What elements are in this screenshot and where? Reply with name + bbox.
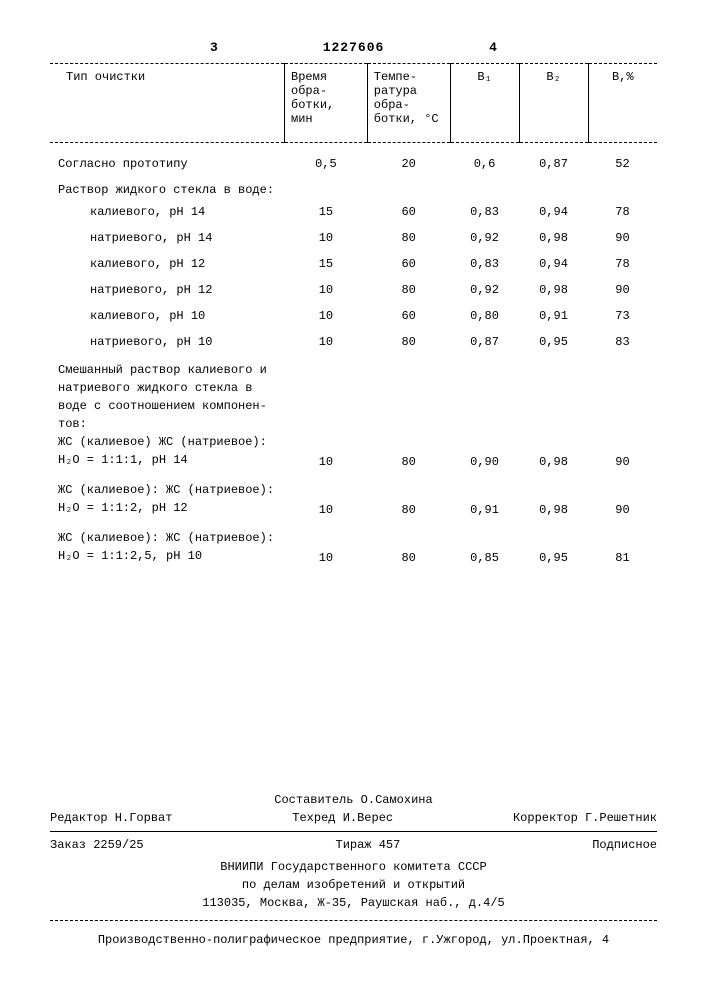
- table-row: калиевого, рН 1215600,830,9478: [50, 251, 657, 277]
- cell-c6: 90: [588, 277, 657, 303]
- main-table: Тип очистки Время обра-ботки, мин Темпе-…: [50, 63, 657, 571]
- institute-address: ВНИИПИ Государственного комитета СССР по…: [50, 854, 657, 916]
- cell-c4: 0,85: [450, 523, 519, 571]
- cell-type: калиевого, рН 12: [50, 251, 285, 277]
- sostavitel: Составитель О.Самохина: [252, 793, 454, 807]
- cell-c5: 0,91: [519, 303, 588, 329]
- cell-c5: 0,98: [519, 355, 588, 475]
- tehred: Техред И.Верес: [172, 811, 513, 825]
- cell-c4: 0,80: [450, 303, 519, 329]
- cell-c6: 78: [588, 251, 657, 277]
- cell-c5: 0,98: [519, 277, 588, 303]
- th-type: Тип очистки: [50, 64, 285, 143]
- section-label: Раствор жидкого стекла в воде:: [50, 177, 657, 199]
- table-row: натриевого, рН 1010800,870,9583: [50, 329, 657, 355]
- cell-c2: 0,5: [285, 151, 368, 177]
- addr2: по делам изобретений и открытий: [50, 876, 657, 894]
- th-b2: B₂: [519, 64, 588, 143]
- page-numbers: 3 1227606 4: [210, 40, 497, 55]
- cell-c5: 0,98: [519, 225, 588, 251]
- podpisnoe: Подписное: [592, 838, 657, 852]
- cell-c3: 80: [367, 329, 450, 355]
- cell-c5: 0,95: [519, 329, 588, 355]
- page-right: 4: [489, 40, 497, 55]
- table-row: ЖС (калиевое): ЖС (натриевое): H₂O = 1:1…: [50, 475, 657, 523]
- cell-c3: 60: [367, 251, 450, 277]
- doc-number: 1227606: [323, 40, 385, 55]
- th-time: Время обра-ботки, мин: [285, 64, 368, 143]
- cell-c4: 0,87: [450, 329, 519, 355]
- table-row: натриевого, рН 1410800,920,9890: [50, 225, 657, 251]
- cell-c3: 80: [367, 355, 450, 475]
- cell-c4: 0,91: [450, 475, 519, 523]
- cell-c6: 90: [588, 355, 657, 475]
- cell-c5: 0,94: [519, 199, 588, 225]
- cell-c6: 90: [588, 225, 657, 251]
- cell-type: ЖС (калиевое): ЖС (натриевое): H₂O = 1:1…: [50, 523, 285, 571]
- cell-type: калиевого, рН 14: [50, 199, 285, 225]
- cell-c6: 52: [588, 151, 657, 177]
- cell-c5: 0,87: [519, 151, 588, 177]
- cell-c6: 81: [588, 523, 657, 571]
- cell-c3: 80: [367, 475, 450, 523]
- cell-c5: 0,98: [519, 475, 588, 523]
- table-row: ЖС (калиевое): ЖС (натриевое): H₂O = 1:1…: [50, 523, 657, 571]
- cell-c6: 73: [588, 303, 657, 329]
- th-temp: Темпе-ратура обра-ботки, °С: [367, 64, 450, 143]
- th-b1: B₁: [450, 64, 519, 143]
- cell-c4: 0,90: [450, 355, 519, 475]
- addr1: ВНИИПИ Государственного комитета СССР: [50, 858, 657, 876]
- cell-type: Смешанный раствор калиевого и натриевого…: [50, 355, 285, 475]
- cell-type: калиевого, рН 10: [50, 303, 285, 329]
- cell-type: ЖС (калиевое): ЖС (натриевое): H₂O = 1:1…: [50, 475, 285, 523]
- cell-c3: 60: [367, 199, 450, 225]
- cell-c2: 15: [285, 251, 368, 277]
- cell-type: натриевого, рН 10: [50, 329, 285, 355]
- cell-c2: 10: [285, 277, 368, 303]
- cell-c4: 0,83: [450, 251, 519, 277]
- cell-c2: 15: [285, 199, 368, 225]
- cell-c6: 90: [588, 475, 657, 523]
- addr3: 113035, Москва, Ж-35, Раушская наб., д.4…: [50, 894, 657, 912]
- cell-c2: 10: [285, 303, 368, 329]
- table-row: калиевого, рН 1415600,830,9478: [50, 199, 657, 225]
- table-row: Смешанный раствор калиевого и натриевого…: [50, 355, 657, 475]
- cell-c6: 83: [588, 329, 657, 355]
- cell-c3: 80: [367, 225, 450, 251]
- cell-c6: 78: [588, 199, 657, 225]
- table-row: Согласно прототипу0,5200,60,8752: [50, 151, 657, 177]
- cell-type: Согласно прототипу: [50, 151, 285, 177]
- cell-c5: 0,94: [519, 251, 588, 277]
- cell-c4: 0,92: [450, 277, 519, 303]
- table-row: Раствор жидкого стекла в воде:: [50, 177, 657, 199]
- korrektor: Корректор Г.Решетник: [513, 811, 657, 825]
- tirazh: Тираж 457: [144, 838, 593, 852]
- table-header-row: Тип очистки Время обра-ботки, мин Темпе-…: [50, 64, 657, 143]
- cell-c3: 80: [367, 277, 450, 303]
- table-row: натриевого, рН 1210800,920,9890: [50, 277, 657, 303]
- table-body: Согласно прототипу0,5200,60,8752Раствор …: [50, 143, 657, 572]
- cell-type: натриевого, рН 12: [50, 277, 285, 303]
- cell-type: натриевого, рН 14: [50, 225, 285, 251]
- cell-c4: 0,92: [450, 225, 519, 251]
- table-row: калиевого, рН 1010600,800,9173: [50, 303, 657, 329]
- th-bpct: B,%: [588, 64, 657, 143]
- zakaz: Заказ 2259/25: [50, 838, 144, 852]
- cell-c3: 20: [367, 151, 450, 177]
- cell-c3: 60: [367, 303, 450, 329]
- cell-c3: 80: [367, 523, 450, 571]
- printing-house: Производственно-полиграфическое предприя…: [50, 925, 657, 947]
- cell-c4: 0,83: [450, 199, 519, 225]
- cell-c2: 10: [285, 355, 368, 475]
- cell-c2: 10: [285, 523, 368, 571]
- cell-c2: 10: [285, 475, 368, 523]
- page-left: 3: [210, 40, 218, 55]
- cell-c4: 0,6: [450, 151, 519, 177]
- cell-c2: 10: [285, 225, 368, 251]
- cell-c5: 0,95: [519, 523, 588, 571]
- cell-c2: 10: [285, 329, 368, 355]
- redaktor: Редактор Н.Горват: [50, 811, 172, 825]
- footer: Составитель О.Самохина Редактор Н.Горват…: [50, 791, 657, 947]
